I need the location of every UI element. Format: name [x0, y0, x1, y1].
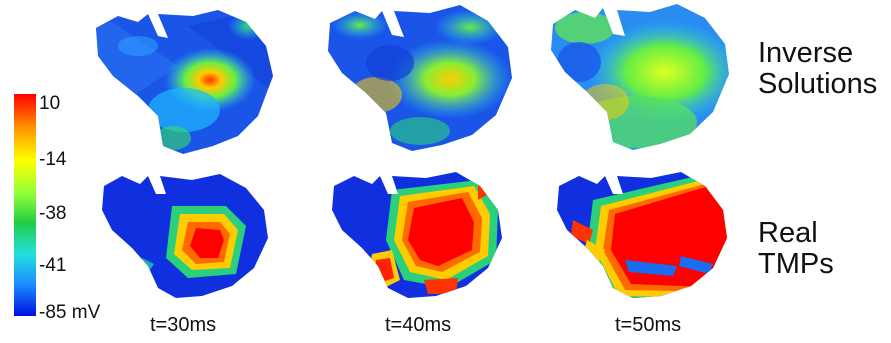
heart-inverse-t40	[320, 3, 515, 153]
time-label-t40: t=40ms	[385, 314, 452, 336]
heart-real-t50	[553, 170, 733, 300]
row-label-real: Real TMPs	[758, 218, 834, 280]
time-label-t30: t=30ms	[150, 314, 217, 336]
heart-inverse-t30	[88, 6, 278, 156]
colorbar-tick-minus38: -38	[39, 203, 67, 224]
row-label-real-line2: TMPs	[758, 248, 834, 280]
colorbar-tick-minus41: -41	[39, 255, 67, 276]
row-label-inverse-line2: Solutions	[758, 68, 878, 100]
row-label-inverse-line1: Inverse	[758, 37, 854, 69]
row-label-real-line1: Real	[758, 217, 818, 249]
heart-real-t30	[96, 170, 276, 300]
heart-real-t40	[328, 170, 508, 300]
time-label-t50: t=50ms	[615, 314, 682, 336]
colorbar-tick-minus14: -14	[39, 149, 67, 170]
row-label-inverse: Inverse Solutions	[758, 38, 877, 100]
heart-inverse-t50	[545, 2, 730, 152]
colorbar	[14, 94, 36, 316]
colorbar-tick-minus85: -85 mV	[39, 302, 101, 323]
colorbar-tick-10: 10	[39, 93, 61, 114]
